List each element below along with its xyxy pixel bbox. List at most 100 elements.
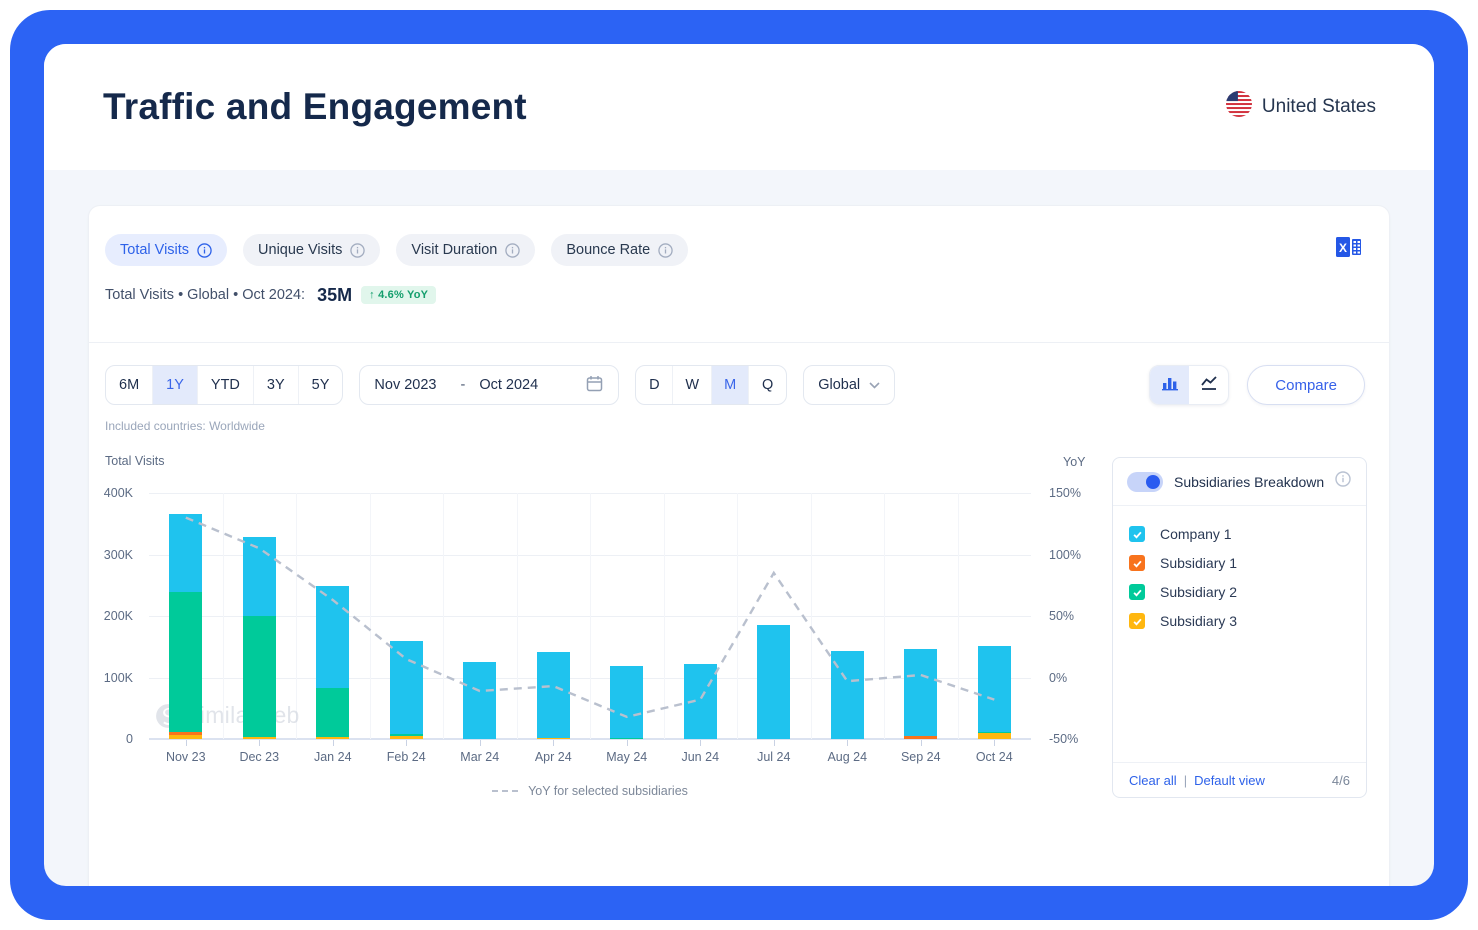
x-axis-label: Jan 24 [313, 750, 352, 764]
chart-legend-label: YoY for selected subsidiaries [528, 784, 688, 798]
axis-tick-label: -50% [1049, 732, 1079, 746]
metric-summary-label: Total Visits • Global • Oct 2024: [105, 287, 306, 303]
bar-chart-icon [1161, 375, 1179, 396]
default-view-link[interactable]: Default view [1194, 772, 1265, 788]
subsidiary-checkbox[interactable] [1129, 555, 1145, 571]
bar-segment-subsidiary-3 [169, 735, 203, 739]
chart-legend: YoY for selected subsidiaries [149, 784, 1031, 798]
subsidiary-item: Company 1 [1129, 526, 1350, 542]
axis-tick-label: 150% [1049, 486, 1081, 500]
yoy-badge: ↑ 4.6% YoY [361, 286, 437, 304]
x-axis-label: Oct 24 [975, 750, 1013, 764]
gridline [149, 738, 1031, 740]
metric-tab-label: Bounce Rate [566, 242, 651, 258]
left-axis-title: Total Visits [105, 454, 165, 468]
right-axis-ticks: 150% 100% 50% 0% -50% [1049, 486, 1109, 746]
gridline-vertical [884, 493, 885, 739]
axis-tick-label: 200K [103, 609, 133, 623]
stacked-bar-dec-23[interactable] [242, 537, 276, 739]
country-label: United States [1261, 96, 1376, 117]
excel-export-button[interactable]: X [1335, 234, 1363, 260]
axis-tick-label: 100% [1049, 547, 1081, 562]
date-range-picker[interactable]: Nov 2023 - Oct 2024 [359, 365, 620, 405]
subsidiaries-breakdown-toggle[interactable] [1127, 471, 1163, 492]
metric-tab[interactable]: Visit Duration [396, 234, 536, 266]
bar-segment-subsidiary-2 [242, 616, 276, 737]
bar-segment-company-1 [757, 625, 791, 739]
stacked-bar-jan-24[interactable] [316, 585, 350, 739]
x-axis-tick [406, 740, 408, 746]
calendar-icon [585, 374, 604, 397]
axis-tick-label: 400K [103, 486, 133, 500]
granularity-option-w[interactable]: W [673, 366, 713, 404]
metric-tab[interactable]: Bounce Rate [551, 234, 689, 266]
stacked-bar-may-24[interactable] [610, 665, 644, 739]
stacked-bar-apr-24[interactable] [536, 652, 570, 739]
axis-tick-label: 0 [126, 732, 133, 746]
metric-summary: Total Visits • Global • Oct 2024: 35M ↑ … [105, 284, 1365, 306]
gridline-vertical [957, 493, 959, 739]
range-option-6m[interactable]: 6M [106, 366, 154, 404]
compare-button[interactable]: Compare [1247, 365, 1365, 405]
region-dropdown[interactable]: Global [803, 365, 896, 405]
subsidiaries-panel-footer: Clear all | Default view 4/6 [1113, 762, 1366, 797]
gridline-vertical [443, 493, 444, 739]
axis-tick-label: 50% [1049, 609, 1075, 623]
subsidiary-checkbox[interactable] [1129, 526, 1145, 542]
granularity-option-q[interactable]: Q [762, 377, 774, 393]
date-to: Oct 2024 [479, 377, 539, 393]
metric-tab[interactable]: Unique Visits [243, 234, 381, 266]
clear-all-link[interactable]: Clear all [1129, 772, 1177, 788]
bar-segment-subsidiary-3 [389, 735, 423, 739]
subsidiaries-list: Company 1 Subsidiary 1 Subsidiary 2 Subsidi… [1113, 506, 1366, 649]
metric-tab-label: Total Visits [120, 242, 190, 258]
granularity-option-m[interactable]: M [712, 366, 750, 404]
gridline-vertical [737, 493, 738, 739]
granularity-option-d[interactable]: D [636, 366, 674, 404]
bar-segment-company-1 [536, 652, 570, 738]
bar-segment-company-1 [242, 537, 276, 617]
info-icon[interactable] [350, 242, 366, 258]
stacked-bar-jul-24[interactable] [757, 625, 791, 739]
bar-segment-subsidiary-2 [610, 737, 644, 739]
stacked-bar-sep-24[interactable] [904, 649, 938, 739]
bar-segment-subsidiary-2 [316, 687, 350, 737]
toggle-knob [1146, 474, 1160, 489]
x-axis-tick [185, 740, 187, 746]
subsidiary-checkbox[interactable] [1129, 584, 1145, 600]
info-icon[interactable] [197, 242, 212, 258]
chart-plot-area[interactable]: similarweb [149, 493, 1031, 746]
range-option-3y[interactable]: 3Y [254, 366, 299, 404]
stacked-bar-nov-23[interactable] [169, 513, 203, 739]
subsidiaries-panel-header: Subsidiaries Breakdown [1113, 458, 1366, 506]
metric-tab-label: Visit Duration [411, 242, 498, 258]
stacked-bar-oct-24[interactable] [977, 646, 1011, 739]
window-frame: Traffic and Engagement [10, 10, 1468, 920]
section-divider [89, 342, 1389, 343]
toolbar: 6M 1Y YTD 3Y 5Y Nov 2023 - Oct 2024 [89, 343, 1389, 405]
line-chart-toggle-button[interactable] [1189, 366, 1228, 404]
x-axis-label: Dec 23 [239, 750, 280, 764]
x-axis-label: Jun 24 [681, 750, 720, 764]
info-icon[interactable] [1335, 471, 1351, 492]
x-axis-labels: Nov 23 Dec 23 Jan 24 Feb 24 Mar 24 Apr 24 May … [149, 750, 1031, 766]
range-option-1y[interactable]: 1Y [153, 366, 198, 404]
left-axis-ticks: 400K 300K 200K 100K 0 [89, 486, 141, 746]
range-option-ytd[interactable]: YTD [198, 366, 254, 404]
info-icon[interactable] [658, 242, 673, 258]
x-axis-label: Jul 24 [757, 750, 791, 764]
info-icon[interactable] [505, 242, 521, 258]
date-separator: - [460, 377, 466, 393]
metric-tab[interactable]: Total Visits [105, 234, 228, 266]
subsidiary-checkbox[interactable] [1129, 613, 1145, 629]
bar-segment-company-1 [389, 641, 423, 735]
bar-chart-toggle-button[interactable] [1150, 366, 1190, 404]
bar-segment-company-1 [904, 649, 938, 736]
bar-segment-subsidiary-2 [389, 734, 423, 736]
bar-segment-company-1 [316, 585, 350, 688]
subsidiary-item: Subsidiary 3 [1129, 613, 1350, 629]
country-selector[interactable]: United States [1225, 91, 1376, 123]
range-option-5y[interactable]: 5Y [311, 377, 330, 393]
stacked-bar-feb-24[interactable] [389, 641, 423, 739]
stacked-bar-mar-24[interactable] [463, 662, 497, 739]
